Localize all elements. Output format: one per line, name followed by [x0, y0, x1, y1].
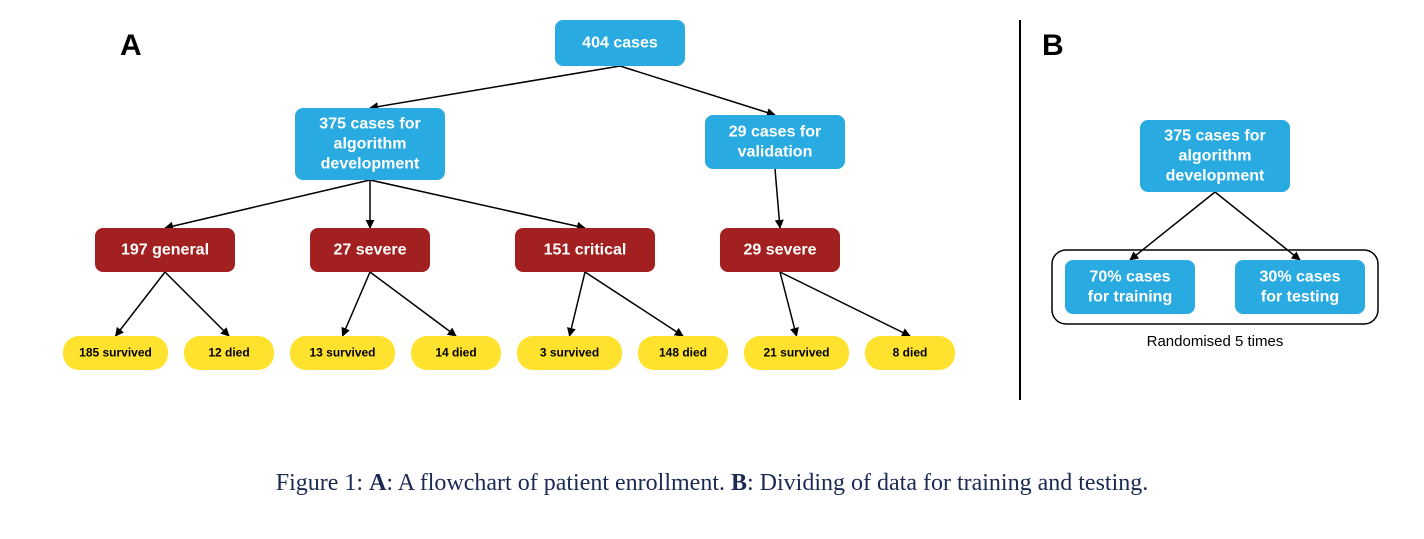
node-severe-line-0: 27 severe: [334, 241, 407, 258]
node-g_surv-line-0: 185 survived: [79, 345, 152, 359]
figure-caption: Figure 1: A: A flowchart of patient enro…: [0, 470, 1424, 497]
node-g_died: 12 died: [184, 336, 274, 370]
node-g_surv: 185 survived: [63, 336, 168, 370]
edge-severe-s_surv: [343, 272, 371, 336]
caption-text-a: : A flowchart of patient enrollment.: [386, 470, 731, 496]
figure-container: A B 404 cases 375 cases for algorithm develop…: [0, 0, 1424, 539]
node-bdev-line-2: development: [1166, 167, 1265, 184]
edge-critical-c_died: [585, 272, 683, 336]
edge-general-g_surv: [116, 272, 166, 336]
caption-text-b: : Dividing of data for training and test…: [747, 470, 1148, 496]
node-general: 197 general: [95, 228, 235, 272]
node-val-line-0: 29 cases for: [729, 123, 822, 140]
node-dev-line-0: 375 cases for: [319, 115, 420, 132]
caption-prefix: Figure 1:: [276, 470, 369, 496]
edge-severe-s_died: [370, 272, 456, 336]
node-v_surv: 21 survived: [744, 336, 849, 370]
node-root: 404 cases: [555, 20, 685, 66]
node-test: 30% cases for testing: [1235, 260, 1365, 314]
node-c_died-line-0: 148 died: [659, 345, 707, 359]
node-c_surv: 3 survived: [517, 336, 622, 370]
node-test-line-1: for testing: [1261, 288, 1339, 305]
caption-label-b: B: [731, 470, 747, 496]
edge-valsevere-v_surv: [780, 272, 797, 336]
diagram-svg: A B 404 cases 375 cases for algorithm develop…: [0, 0, 1424, 539]
node-valsevere: 29 severe: [720, 228, 840, 272]
node-critical-line-0: 151 critical: [544, 241, 627, 258]
edge-root-dev: [370, 66, 620, 108]
edge-root-val: [620, 66, 775, 115]
node-dev: 375 cases for algorithm development: [295, 108, 445, 180]
node-valsevere-line-0: 29 severe: [744, 241, 817, 258]
edge-general-g_died: [165, 272, 229, 336]
node-test-line-0: 30% cases: [1260, 268, 1341, 285]
panel-label-a: A: [120, 29, 142, 62]
node-s_died-line-0: 14 died: [435, 345, 476, 359]
edge-val-valsevere: [775, 169, 780, 228]
node-v_surv-line-0: 21 survived: [763, 345, 829, 359]
node-train-line-0: 70% cases: [1090, 268, 1171, 285]
node-bdev: 375 cases for algorithm development: [1140, 120, 1290, 192]
node-val-line-1: validation: [738, 143, 813, 160]
caption-label-a: A: [369, 470, 386, 496]
node-severe: 27 severe: [310, 228, 430, 272]
node-v_died-line-0: 8 died: [893, 345, 928, 359]
node-bdev-line-0: 375 cases for: [1164, 127, 1265, 144]
node-dev-line-1: algorithm: [334, 135, 407, 152]
edge-dev-critical: [370, 180, 585, 228]
node-g_died-line-0: 12 died: [208, 345, 249, 359]
node-general-line-0: 197 general: [121, 241, 209, 258]
edge-critical-c_surv: [570, 272, 586, 336]
node-s_surv-line-0: 13 survived: [309, 345, 375, 359]
node-root-line-0: 404 cases: [582, 34, 658, 51]
node-s_surv: 13 survived: [290, 336, 395, 370]
node-critical: 151 critical: [515, 228, 655, 272]
node-c_surv-line-0: 3 survived: [540, 345, 599, 359]
node-v_died: 8 died: [865, 336, 955, 370]
node-train-line-1: for training: [1088, 288, 1172, 305]
node-c_died: 148 died: [638, 336, 728, 370]
edge-dev-general: [165, 180, 370, 228]
edge-valsevere-v_died: [780, 272, 910, 336]
node-s_died: 14 died: [411, 336, 501, 370]
node-train: 70% cases for training: [1065, 260, 1195, 314]
node-bdev-line-1: algorithm: [1179, 147, 1252, 164]
panel-label-b: B: [1042, 29, 1064, 62]
node-val: 29 cases for validation: [705, 115, 845, 169]
panel-b-group-caption: Randomised 5 times: [1147, 333, 1284, 350]
node-dev-line-2: development: [321, 155, 420, 172]
